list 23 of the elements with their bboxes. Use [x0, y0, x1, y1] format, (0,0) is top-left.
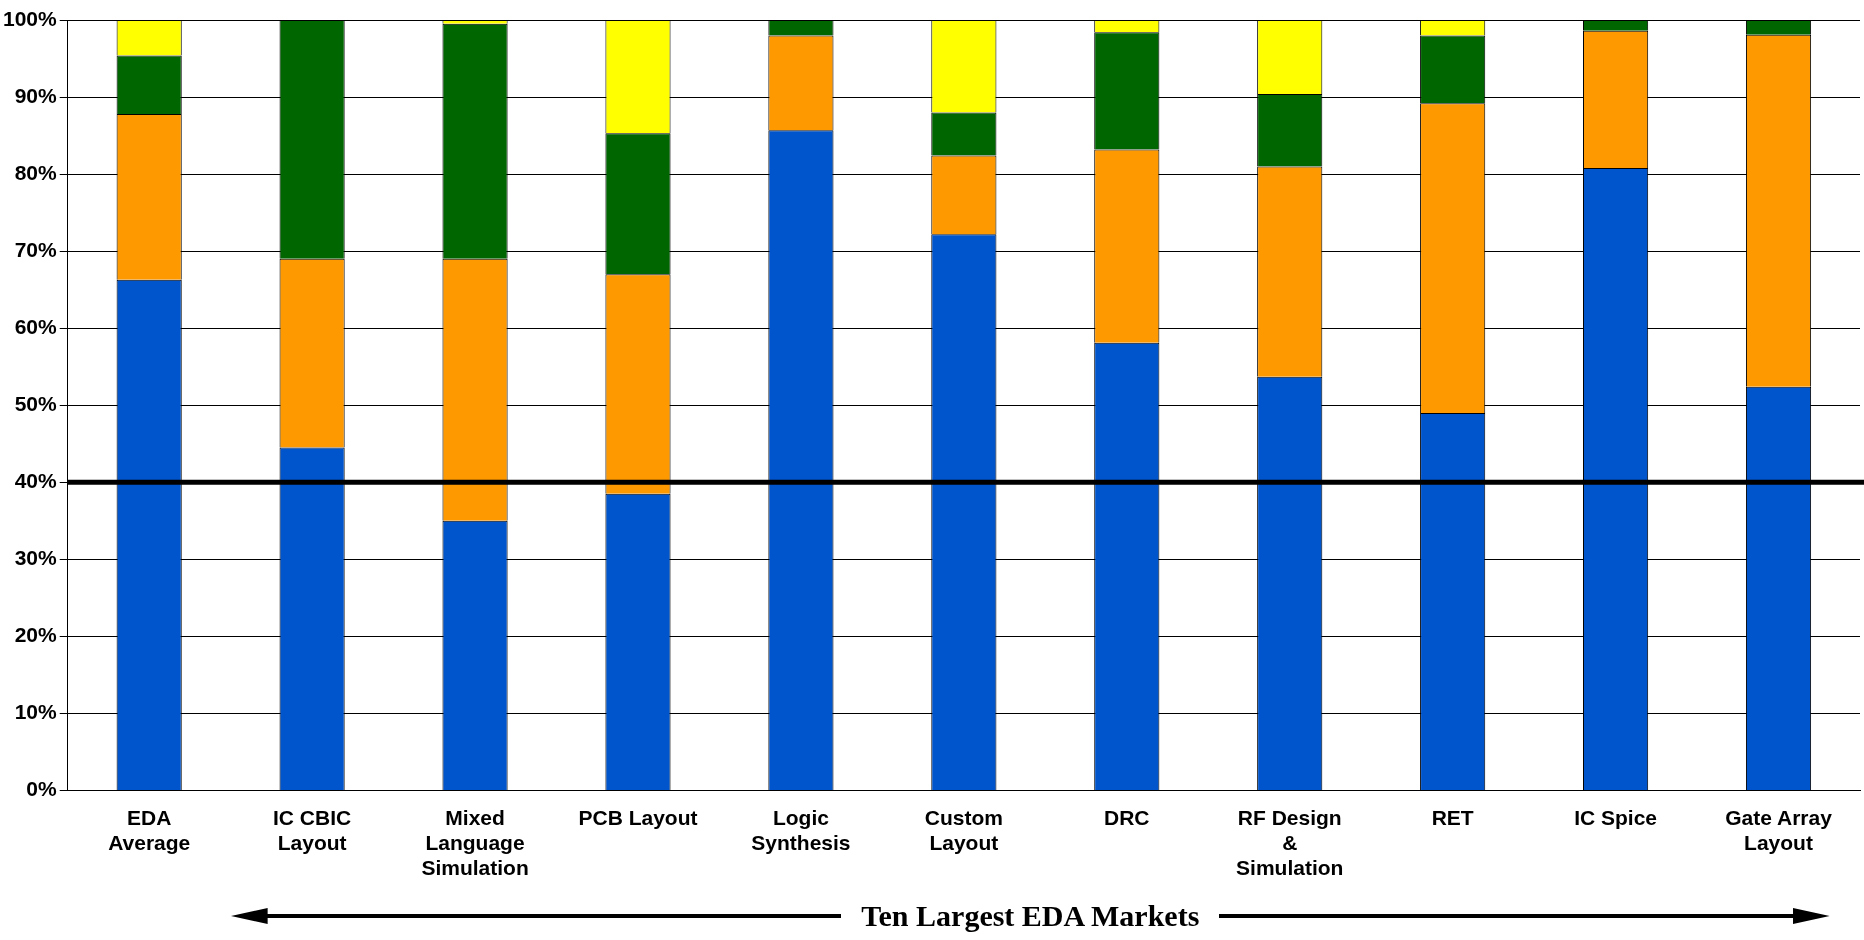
y-tick-label: 40%: [14, 469, 58, 493]
x-tick-label: IC Spice: [1574, 805, 1658, 829]
x-tick-label: Gate Array Layout: [1725, 805, 1833, 854]
y-tick-label: 100%: [2, 6, 58, 30]
y-tick-label: 50%: [14, 392, 58, 415]
text: Ten Largest EDA Markets: [860, 899, 1201, 933]
x-tick-label: Mixed Language Simulation: [421, 805, 529, 880]
x-tick-label: IC CBIC Layout: [273, 805, 352, 854]
x-tick-label: DRC: [1104, 805, 1150, 829]
y-tick-label: 80%: [14, 160, 58, 184]
y-tick-label: 60%: [14, 314, 58, 338]
y-tick-label: 0%: [26, 777, 58, 801]
x-tick-label: Logic Synthesis: [751, 805, 851, 854]
x-tick-label: PCB Layout: [578, 805, 698, 829]
x-tick-label: RF Design & Simulation: [1236, 805, 1344, 880]
y-tick-label: 10%: [14, 700, 58, 724]
x-tick-label: EDA Average: [108, 805, 191, 854]
y-tick-label: 70%: [14, 237, 58, 261]
y-tick-label: 90%: [14, 83, 58, 107]
x-tick-label: RET: [1431, 805, 1474, 829]
y-tick-label: 20%: [14, 623, 58, 647]
x-tick-label: Custom Layout: [924, 805, 1003, 854]
y-tick-label: 30%: [14, 546, 58, 570]
